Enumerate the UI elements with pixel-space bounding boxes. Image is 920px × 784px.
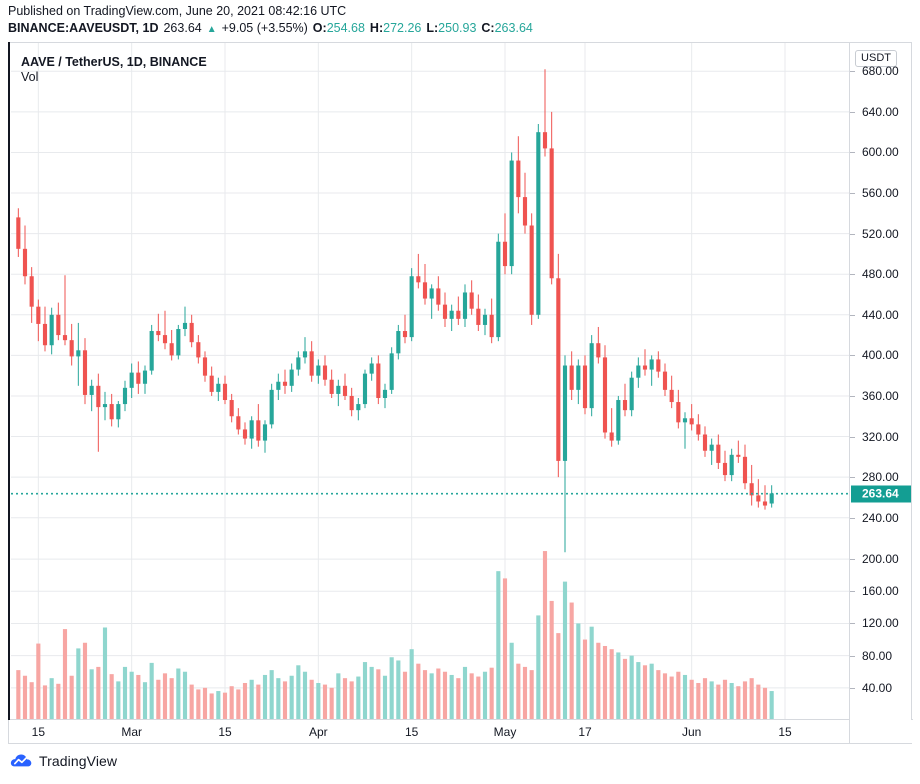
axis-tick bbox=[850, 623, 855, 625]
low-value: 250.93 bbox=[438, 21, 477, 35]
axis-tick bbox=[850, 152, 855, 154]
price-axis-label: 560.00 bbox=[862, 186, 899, 201]
axis-tick bbox=[850, 517, 855, 519]
price-change: +9.05 (+3.55%) bbox=[221, 21, 308, 35]
axis-tick bbox=[850, 477, 855, 479]
symbol-ticker: BINANCE:AAVEUSDT, 1D bbox=[8, 21, 159, 35]
axis-tick bbox=[850, 314, 855, 316]
price-axis-label: 520.00 bbox=[862, 226, 899, 241]
axis-tick bbox=[850, 355, 855, 357]
current-price-badge[interactable]: 263.64 bbox=[851, 485, 911, 503]
high-label: H: bbox=[369, 21, 384, 35]
axis-tick bbox=[850, 436, 855, 438]
price-axis-label: 320.00 bbox=[862, 429, 899, 444]
time-axis-label: Apr bbox=[308, 725, 328, 739]
plot-left-border bbox=[8, 42, 10, 720]
axis-tick bbox=[850, 655, 855, 657]
close-value: 263.64 bbox=[494, 21, 533, 35]
price-axis-label: 400.00 bbox=[862, 348, 899, 363]
last-price: 263.64 bbox=[163, 21, 202, 35]
chart-frame[interactable]: AAVE / TetherUS, 1D, BINANCE Vol USDT 68… bbox=[8, 42, 913, 745]
axis-tick bbox=[850, 395, 855, 397]
volume-axis-label: 80.00 bbox=[862, 648, 893, 663]
time-axis-label: 17 bbox=[578, 725, 592, 739]
time-axis-label: 15 bbox=[218, 725, 232, 739]
open-value: 254.68 bbox=[326, 21, 365, 35]
currency-unit-badge[interactable]: USDT bbox=[855, 50, 897, 68]
price-axis-label: 680.00 bbox=[862, 64, 899, 79]
axis-tick bbox=[850, 71, 855, 73]
price-axis-label: 440.00 bbox=[862, 307, 899, 322]
published-line: Published on TradingView.com, June 20, 2… bbox=[8, 4, 347, 18]
tradingview-logo-icon bbox=[10, 754, 32, 767]
time-axis-label: Mar bbox=[121, 725, 142, 739]
price-axis-label: 600.00 bbox=[862, 145, 899, 160]
candlestick-plot[interactable] bbox=[9, 43, 913, 745]
close-label: C: bbox=[481, 21, 495, 35]
price-axis-label: 640.00 bbox=[862, 104, 899, 119]
time-axis-label: 15 bbox=[31, 725, 46, 739]
time-axis-label: May bbox=[493, 725, 517, 739]
price-axis-label: 240.00 bbox=[862, 510, 899, 525]
low-label: L: bbox=[426, 21, 439, 35]
up-triangle-icon: ▲ bbox=[206, 24, 217, 35]
axis-tick bbox=[850, 687, 855, 689]
tradingview-footer: TradingView bbox=[10, 752, 117, 769]
axis-tick bbox=[850, 233, 855, 235]
volume-axis-label: 200.00 bbox=[862, 552, 899, 567]
volume-axis-label: 160.00 bbox=[862, 584, 899, 599]
axis-tick bbox=[850, 193, 855, 195]
price-scale[interactable]: USDT 680.00 640.00 600.00 560.00 520.00 480.0… bbox=[849, 43, 911, 743]
high-value: 272.26 bbox=[383, 21, 422, 35]
axis-tick bbox=[850, 111, 855, 113]
price-axis-label: 480.00 bbox=[862, 267, 899, 282]
axis-tick bbox=[850, 559, 855, 561]
symbol-quote-line: BINANCE:AAVEUSDT, 1D 263.64 ▲ +9.05 (+3.55%… bbox=[8, 21, 533, 35]
price-axis-label: 360.00 bbox=[862, 388, 899, 403]
volume-axis-label: 40.00 bbox=[862, 680, 893, 695]
axis-tick bbox=[850, 274, 855, 276]
volume-axis-label: 120.00 bbox=[862, 616, 899, 631]
time-axis-label: 15 bbox=[778, 725, 792, 739]
axis-tick bbox=[850, 591, 855, 593]
time-axis-label: 15 bbox=[404, 725, 419, 739]
open-label: O: bbox=[312, 21, 327, 35]
price-axis-label: 280.00 bbox=[862, 470, 899, 485]
tradingview-wordmark: TradingView bbox=[39, 752, 118, 769]
time-axis-label: Jun bbox=[681, 725, 702, 739]
time-scale[interactable]: 15Mar15Apr15May17Jun15Jul bbox=[9, 719, 913, 743]
